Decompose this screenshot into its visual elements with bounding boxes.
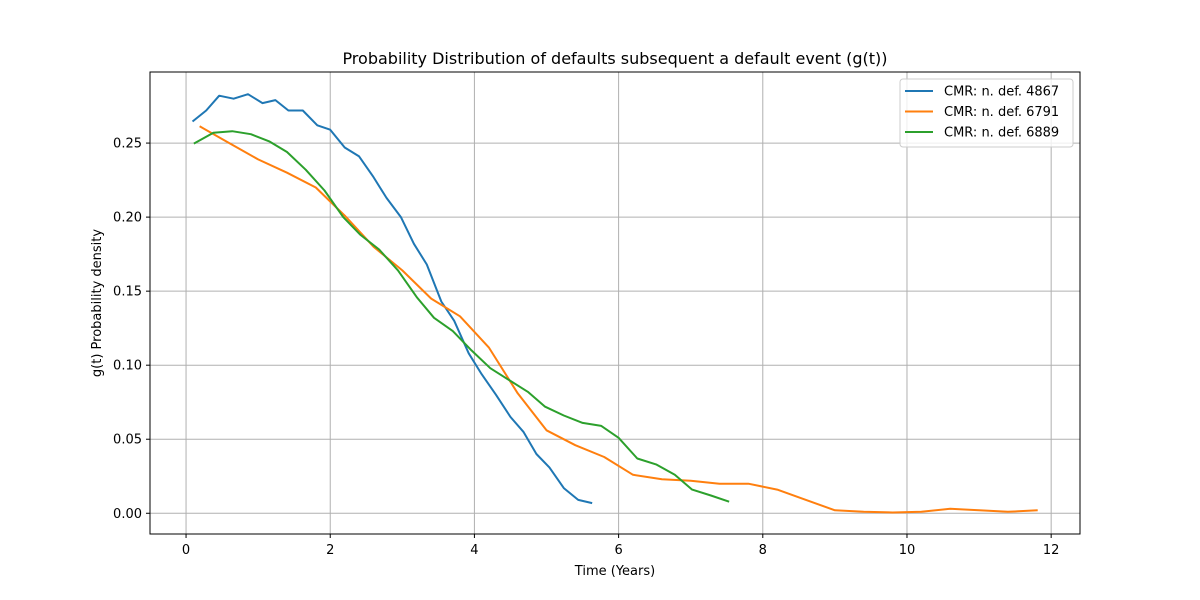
legend-label-2: CMR: n. def. 6791 (944, 105, 1059, 120)
y-tick-label: 0.20 (113, 211, 142, 226)
x-tick-label: 10 (899, 543, 916, 558)
series-line-1 (191, 93, 593, 505)
chart-title: Probability Distribution of defaults sub… (342, 49, 887, 68)
y-tick-label: 0.05 (113, 433, 142, 448)
legend-box (899, 78, 1074, 148)
series-lines (191, 93, 1038, 514)
legend-label-1: CMR: n. def. 4867 (944, 85, 1059, 100)
x-tick-label: 2 (326, 543, 334, 558)
legend-label-3: CMR: n. def. 6889 (944, 126, 1059, 141)
y-tick-label: 0.25 (113, 137, 142, 152)
y-axis-ticks: 0.00 0.05 0.10 0.15 0.20 0.25 (113, 137, 150, 522)
y-tick-label: 0.15 (113, 285, 142, 300)
y-tick-label: 0.00 (113, 507, 142, 522)
x-tick-label: 4 (470, 543, 478, 558)
series-line-3 (193, 130, 730, 503)
legend-items: CMR: n. def. 4867 CMR: n. def. 6791 CMR: n… (905, 85, 1059, 141)
x-axis-ticks: 0 2 4 6 8 10 12 (182, 534, 1060, 558)
y-tick-label: 0.10 (113, 359, 142, 374)
x-tick-label: 12 (1043, 543, 1060, 558)
y-axis-title: g(t) Probability density (90, 229, 105, 377)
plot-area-frame (149, 71, 1081, 535)
x-tick-label: 8 (759, 543, 767, 558)
legend: CMR: n. def. 4867 CMR: n. def. 6791 CMR: n… (899, 78, 1074, 148)
x-tick-label: 6 (614, 543, 622, 558)
x-tick-label: 0 (182, 543, 190, 558)
x-axis-title: Time (Years) (574, 564, 655, 579)
